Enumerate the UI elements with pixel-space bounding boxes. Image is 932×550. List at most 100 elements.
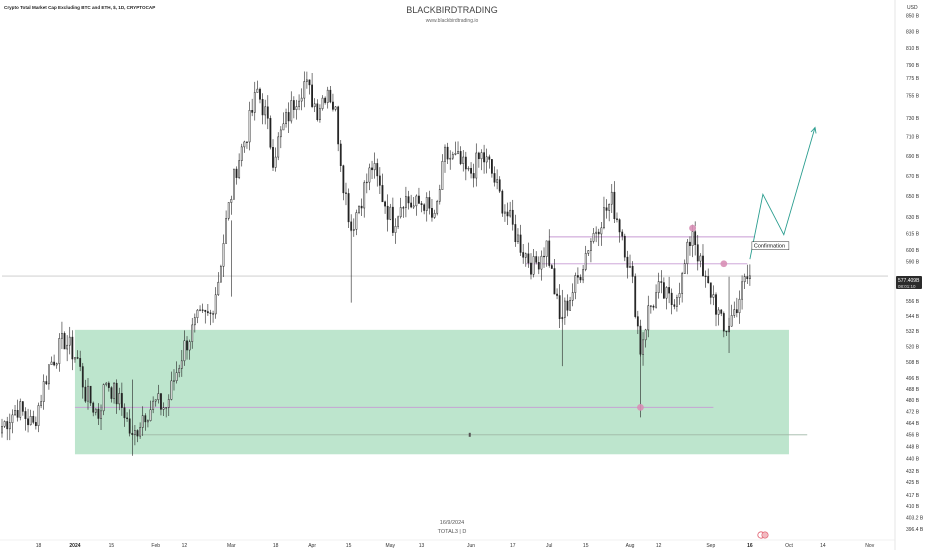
price-badge-value: 577.409B [898, 278, 920, 284]
pivot-marker[interactable] [637, 403, 644, 411]
price-tick-label: 532 B [906, 329, 920, 335]
candle-up [517, 234, 519, 243]
projection-path[interactable] [749, 127, 816, 260]
candle-down [623, 235, 626, 258]
candle-up [590, 241, 592, 251]
time-tick-label: 15 [109, 543, 115, 549]
price-tick-label: 472 B [906, 409, 920, 415]
candle-down [660, 281, 663, 283]
candle-up [743, 276, 746, 283]
candle-down [689, 241, 691, 246]
candle-down [136, 430, 139, 437]
price-tick-label: 448 B [906, 445, 920, 451]
candle-down [511, 209, 514, 225]
candle-down [128, 418, 131, 434]
candle-down [269, 118, 272, 148]
candle-down [522, 252, 525, 258]
candle-down [662, 282, 665, 299]
candle-up [199, 309, 201, 311]
candle-down [556, 293, 558, 296]
candle-up [691, 231, 694, 246]
candle-up [532, 256, 535, 275]
candle-up [298, 100, 300, 107]
price-tick-label: 544 B [906, 314, 920, 320]
price-tick-label: 396.4 B [906, 527, 924, 533]
candle-up [683, 263, 686, 274]
candle-up [644, 329, 647, 341]
candle-down [464, 156, 467, 170]
candle-down [311, 84, 314, 107]
candle-down [79, 358, 82, 367]
candle-up [569, 300, 571, 311]
date-readout: 16/9/2024 [440, 520, 464, 526]
candle-down [428, 197, 431, 209]
candle-down [186, 340, 188, 351]
price-badge-box [896, 276, 922, 289]
time-axis[interactable]: 18 2024 15 Feb 12 Mar 18 Apr 15 May 13 Jun 17 Jul 15 Au… [36, 543, 875, 549]
level-drag-handle[interactable] [468, 432, 471, 437]
candle-up [50, 361, 53, 365]
time-tick-label: Oct [785, 543, 793, 549]
candle-down [649, 305, 652, 307]
pivot-marker[interactable] [720, 260, 728, 268]
candle-down [308, 79, 311, 86]
candle-up [157, 393, 160, 400]
candle-up [358, 205, 360, 213]
candle-up [595, 231, 598, 234]
candle-up [545, 240, 548, 257]
candle-up [48, 364, 50, 385]
time-tick-label: 16 [747, 543, 753, 549]
candle-up [584, 253, 587, 270]
candle-up [681, 273, 684, 294]
candle-down [506, 211, 509, 217]
alert-indicator[interactable] [757, 531, 769, 539]
candle-down [376, 163, 379, 177]
candle-up [118, 393, 121, 405]
time-tick-label: Nov [865, 543, 874, 549]
candle-down [329, 89, 332, 103]
candle-down [605, 207, 608, 211]
zones-layer [74, 329, 789, 455]
candle-down [24, 411, 27, 419]
candle-down [81, 366, 84, 388]
candle-down [45, 381, 48, 385]
candle-up [167, 399, 170, 408]
candle-up [188, 341, 191, 351]
candle-down [266, 106, 269, 119]
candle-down [715, 294, 717, 315]
candle-up [191, 324, 194, 342]
candle-up [647, 305, 650, 331]
candle-up [524, 253, 527, 258]
demand-zone[interactable] [74, 329, 789, 455]
candle-down [652, 305, 655, 308]
candle-up [717, 309, 720, 315]
time-tick-label: Jul [546, 543, 552, 549]
candle-down [126, 417, 128, 420]
time-tick-label: Apr [308, 543, 316, 549]
confirmation-label-box[interactable] [751, 241, 790, 250]
candle-down [160, 393, 162, 410]
price-tick-label: 690 B [906, 154, 920, 160]
candle-up [592, 233, 595, 242]
candle-up [58, 338, 61, 364]
candle-down [483, 152, 485, 163]
candle-down [324, 97, 327, 103]
candle-up [438, 189, 441, 202]
candle-up [165, 407, 168, 409]
candle-down [206, 311, 209, 314]
candle-down [251, 110, 254, 113]
candle-down [92, 402, 95, 413]
candle-up [178, 368, 181, 373]
candle-down [332, 101, 334, 110]
candle-down [636, 316, 639, 327]
alarm-icon[interactable] [761, 531, 769, 539]
pivot-marker[interactable] [689, 224, 696, 232]
price-tick-label: 590 B [906, 259, 920, 265]
candles-layer [1, 71, 751, 456]
candle-down [616, 218, 618, 220]
price-tick-label: 650 B [906, 194, 920, 200]
time-tick-label: 2024 [69, 543, 80, 549]
candle-up [741, 281, 743, 300]
candle-up [457, 151, 459, 154]
